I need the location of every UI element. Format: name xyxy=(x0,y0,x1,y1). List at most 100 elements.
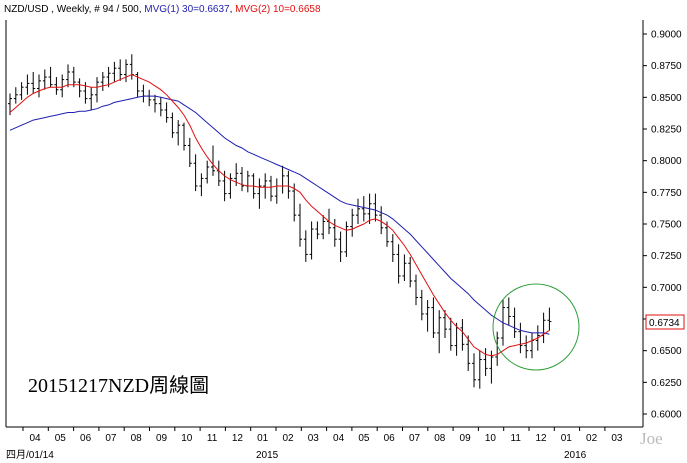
y-axis: 0.9000 0.8750 0.8500 0.8250 0.8000 0.7750 0.75… xyxy=(643,30,682,421)
x-tick-label: 02 xyxy=(586,433,598,444)
x-tick-label: 11 xyxy=(207,433,218,444)
ohlc-bar xyxy=(443,310,447,338)
ohlc-bar xyxy=(211,145,215,176)
x-tick-label: 03 xyxy=(611,433,623,444)
ohlc-bar xyxy=(42,69,47,90)
ohlc-bar xyxy=(298,203,302,247)
ohlc-bar xyxy=(170,112,175,138)
ohlc-bar xyxy=(263,173,268,199)
ohlc-bar xyxy=(89,87,94,110)
ohlc-bar xyxy=(60,74,65,98)
ohlc-bar xyxy=(286,170,291,199)
x-year-2016-label: 2016 xyxy=(564,450,587,461)
ohlc-bar xyxy=(390,234,395,262)
ohlc-bar xyxy=(8,93,12,116)
x-tick-label: 12 xyxy=(232,433,244,444)
ohlc-bar xyxy=(356,198,360,224)
ohlc-bar xyxy=(309,221,314,260)
ohlc-bar xyxy=(228,173,233,199)
ohlc-bar xyxy=(431,297,436,338)
x-tick-label: 05 xyxy=(55,433,67,444)
ohlc-bar xyxy=(512,307,517,338)
ohlc-bar xyxy=(483,348,488,376)
header-separator: , xyxy=(48,4,56,15)
ma30-line xyxy=(9,95,550,335)
ma10-label: MVG(2) 10=0.6658 xyxy=(235,4,321,15)
y-tick-label: 0.7500 xyxy=(651,220,682,231)
ohlc-bar xyxy=(338,231,343,262)
ohlc-bar xyxy=(37,74,41,98)
x-start-date-label: 四月/01/14 xyxy=(6,449,54,461)
ohlc-bar xyxy=(419,289,424,321)
x-tick-label: 07 xyxy=(105,433,117,444)
ma30-label: MVG(1) 30=0.6637 xyxy=(144,4,230,15)
ohlc-bar xyxy=(414,274,418,306)
x-tick-label: 11 xyxy=(511,433,522,444)
ohlc-bar xyxy=(321,215,326,240)
x-tick-label: 05 xyxy=(358,433,370,444)
ohlc-bar xyxy=(361,196,366,222)
ohlc-bar xyxy=(477,350,482,389)
ohlc-bar xyxy=(48,66,53,88)
ohlc-bar xyxy=(292,183,297,222)
y-tick-label: 0.8250 xyxy=(651,125,682,136)
ohlc-bar xyxy=(66,64,70,88)
x-tick-label: 02 xyxy=(282,433,294,444)
timeframe-label: Weekly xyxy=(57,4,90,15)
x-tick-label: 01 xyxy=(561,433,573,444)
x-tick-label: 01 xyxy=(257,433,269,444)
ohlc-bar xyxy=(332,218,337,247)
ohlc-bar xyxy=(495,331,500,366)
ohlc-bar xyxy=(396,244,401,284)
ohlc-bar xyxy=(199,173,204,197)
x-year-2015-label: 2015 xyxy=(256,450,279,461)
ohlc-bar xyxy=(95,77,99,103)
x-tick-label: 09 xyxy=(460,433,472,444)
ohlc-bar xyxy=(350,208,355,237)
ohlc-bar xyxy=(315,221,320,240)
y-tick-label: 0.7250 xyxy=(651,251,682,262)
y-tick-label: 0.9000 xyxy=(651,30,682,41)
ohlc-bar xyxy=(344,221,349,257)
ohlc-bar xyxy=(506,297,511,326)
ohlc-bar xyxy=(472,353,476,388)
y-tick-label: 0.7750 xyxy=(651,188,682,199)
x-tick-label: 04 xyxy=(333,433,345,444)
ohlc-bar xyxy=(402,254,407,281)
x-tick-label: 08 xyxy=(434,433,446,444)
ohlc-bar xyxy=(303,230,308,262)
ohlc-bar xyxy=(379,206,384,235)
ohlc-bar xyxy=(425,300,430,332)
ohlc-bar xyxy=(182,122,186,151)
bar-count-label: , # 94 / 500, xyxy=(89,4,142,15)
x-tick-label: 10 xyxy=(485,433,497,444)
ohlc-bar xyxy=(153,94,157,113)
y-tick-label: 0.6500 xyxy=(651,346,682,357)
ohlc-bar xyxy=(106,66,111,88)
ohlc-bar xyxy=(524,335,529,359)
ma10-line xyxy=(9,73,550,357)
price-tag-box xyxy=(645,314,685,330)
y-tick-label: 0.6250 xyxy=(651,378,682,389)
ohlc-bar xyxy=(19,82,24,100)
chart-caption: 20151217NZD周線圖 xyxy=(28,374,209,397)
ohlc-bar xyxy=(466,335,471,371)
highlight-circle xyxy=(492,283,580,371)
ohlc-bar xyxy=(547,307,552,331)
ohlc-bar xyxy=(100,72,105,91)
ohlc-bar xyxy=(373,193,378,222)
x-tick-label: 10 xyxy=(181,433,193,444)
x-tick-label: 03 xyxy=(308,433,320,444)
y-tick-label: 0.8750 xyxy=(651,61,682,72)
symbol-label: NZD/USD xyxy=(4,4,48,15)
ohlc-bar xyxy=(31,72,36,94)
x-axis: 04 05 06 07 08 09 10 11 12 01 02 03 04 05 06 07 08 09 10 11… xyxy=(22,427,623,444)
x-tick-label: 07 xyxy=(409,433,421,444)
ohlc-bar xyxy=(269,175,273,202)
ohlc-bar xyxy=(193,154,198,192)
y-tick-label: 0.8000 xyxy=(651,156,682,167)
ohlc-bar xyxy=(240,167,244,192)
ohlc-bar xyxy=(187,137,192,167)
y-tick-label: 0.7000 xyxy=(651,283,682,294)
